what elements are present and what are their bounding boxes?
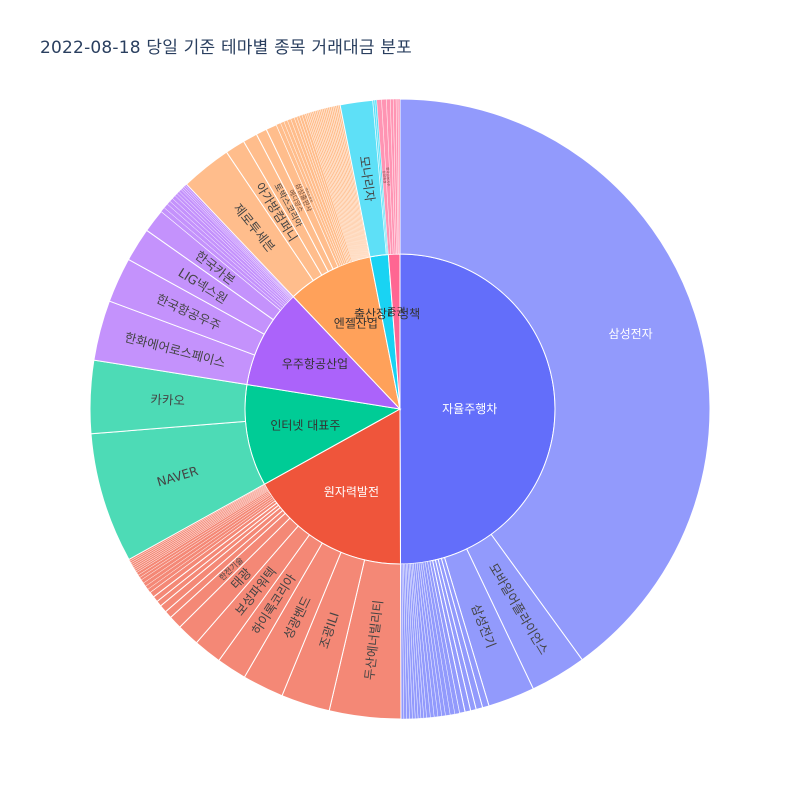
stock-label-한국금융지주: 한국금융지주: [385, 167, 391, 187]
theme-label-자율주행차: 자율주행차: [442, 401, 497, 416]
stock-label-모나리자: 모나리자: [357, 155, 378, 203]
theme-label-인터넷-대표주: 인터넷 대표주: [270, 419, 340, 433]
stock-segment-삼성전자[interactable]: [399, 98, 711, 661]
chart-title: 2022-08-18 당일 기준 테마별 종목 거래대금 분포: [40, 38, 413, 58]
stock-label-캐리소프트: 캐리소프트: [304, 187, 315, 204]
theme-label-원자력발전: 원자력발전: [324, 485, 379, 499]
theme-label-엔젤산업: 엔젤산업: [334, 317, 378, 331]
stock-label-삼성증권: 삼성증권: [382, 170, 388, 183]
theme-label-우주항공산업: 우주항공산업: [282, 357, 348, 371]
stock-label-카카오: 카카오: [150, 392, 185, 408]
stock-label-삼성전자: 삼성전자: [609, 327, 653, 341]
theme-label-출산장려정책: 출산장려정책: [354, 306, 420, 321]
stock-segment-t6-c6[interactable]: [397, 98, 401, 255]
theme-label-증권: 증권: [387, 306, 405, 318]
